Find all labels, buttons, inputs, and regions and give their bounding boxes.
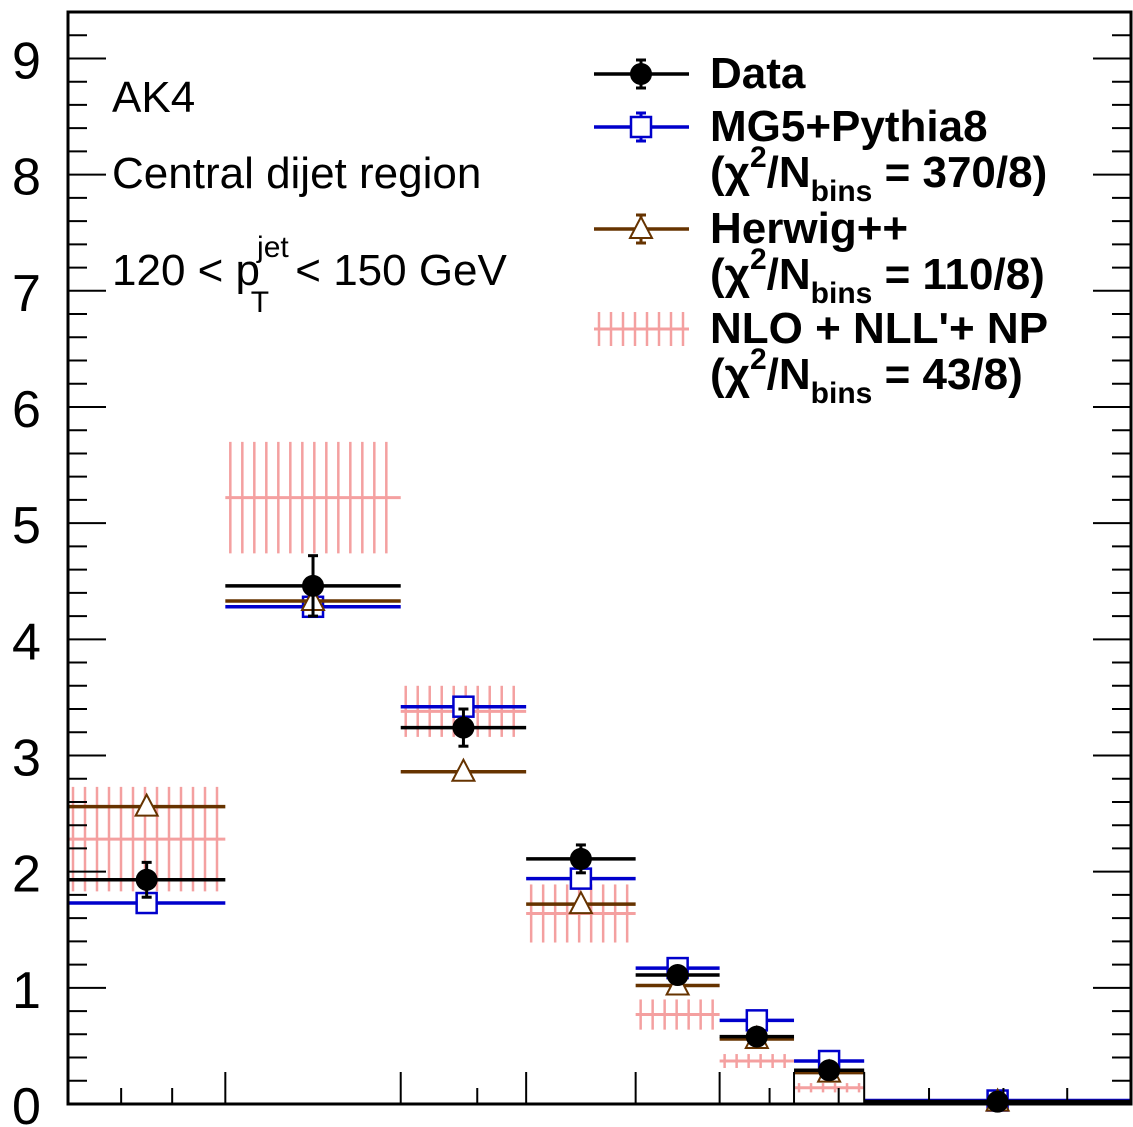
legend-chi2-part: 2 xyxy=(750,343,767,376)
y-tick-label: 1 xyxy=(12,962,41,1020)
data-point-1 xyxy=(225,554,401,618)
data-marker xyxy=(569,847,592,870)
legend-chi2-part: = 110/8) xyxy=(872,250,1044,299)
data-point-5 xyxy=(719,1025,795,1048)
band-bin-4 xyxy=(635,999,720,1030)
legend-chi2-part: bins xyxy=(811,175,873,208)
annotation-block: AK4 Central dijet region 120 < pjet T < 1… xyxy=(112,73,508,319)
legend-chi2-part: (χ xyxy=(710,250,751,299)
legend-entry-nlo: NLO + NLL'+ NP(χ2/Nbins = 43/8) xyxy=(594,304,1048,410)
legend-label-mg5: MG5+Pythia8 xyxy=(710,102,988,151)
data-point-4 xyxy=(635,964,720,987)
legend-swatch-band xyxy=(594,312,689,346)
data-marker xyxy=(745,1025,768,1048)
mg5-point-5 xyxy=(719,1009,795,1032)
series-markers xyxy=(68,554,1131,1113)
annotation-pt-sup: jet xyxy=(256,231,289,264)
axes xyxy=(66,10,1133,1106)
legend-chi2-part: = 370/8) xyxy=(872,148,1047,197)
annotation-region: Central dijet region xyxy=(112,149,481,198)
legend-chi2-part: bins xyxy=(811,377,873,410)
data-marker xyxy=(818,1059,841,1082)
data-point-3 xyxy=(526,843,636,875)
y-tick-label: 6 xyxy=(12,381,41,439)
legend-entry-data: Data xyxy=(594,49,806,98)
annotation-pt-sub: T xyxy=(251,286,269,319)
plot-frame xyxy=(66,10,1133,1106)
legend-chi2-part: /N xyxy=(767,148,811,197)
band-bin-1 xyxy=(225,441,401,554)
herwig-marker xyxy=(134,792,160,817)
legend-chi2-part: (χ xyxy=(710,350,751,399)
data-marker xyxy=(302,574,325,597)
y-tick-label: 3 xyxy=(12,729,41,787)
legend-chi2-herwig: (χ2/Nbins = 110/8) xyxy=(710,243,1045,310)
band-bin-6 xyxy=(794,1083,865,1093)
herwig-point-0 xyxy=(68,792,226,817)
data-marker xyxy=(986,1090,1009,1113)
data-point-2 xyxy=(400,707,527,748)
y-tick-label: 4 xyxy=(12,613,41,671)
y-tick-label: 0 xyxy=(12,1078,41,1127)
legend-entry-herwig: Herwig++(χ2/Nbins = 110/8) xyxy=(594,204,1045,310)
legend-chi2-part: /N xyxy=(767,250,811,299)
legend-chi2-part: 2 xyxy=(750,243,767,276)
uncertainty-bands xyxy=(68,441,1131,1105)
herwig-marker xyxy=(568,890,594,915)
legend-chi2-part: bins xyxy=(811,277,873,310)
data-point-0 xyxy=(68,860,226,899)
y-tick-label: 8 xyxy=(12,149,41,207)
annotation-pt-pre: 120 < p xyxy=(112,246,260,295)
annotation-pt-range: 120 < pjet T < 150 GeV xyxy=(112,231,508,319)
legend-label-herwig: Herwig++ xyxy=(710,204,908,253)
band-bin-5 xyxy=(719,1054,795,1068)
herwig-point-2 xyxy=(400,757,527,782)
data-point-7 xyxy=(864,1090,1131,1113)
data-point-6 xyxy=(794,1059,865,1082)
legend-entry-mg5: MG5+Pythia8(χ2/Nbins = 370/8) xyxy=(594,102,1047,208)
legend-chi2-part: /N xyxy=(767,350,811,399)
herwig-marker xyxy=(450,757,477,782)
band-bin-0 xyxy=(68,786,226,892)
legend-chi2-part: = 43/8) xyxy=(872,350,1022,399)
legend-chi2-part: (χ xyxy=(710,148,751,197)
herwig-point-3 xyxy=(526,890,636,915)
legend-swatch-marker xyxy=(628,214,654,239)
legend-chi2-part: 2 xyxy=(750,141,767,174)
data-marker xyxy=(452,716,475,739)
data-marker xyxy=(135,868,158,891)
y-tick-label: 9 xyxy=(12,32,41,90)
y-tick-labels: 0 1 2 3 4 5 6 7 8 9 xyxy=(12,32,41,1127)
legend-swatch-marker xyxy=(630,63,652,85)
legend-chi2-nlo: (χ2/Nbins = 43/8) xyxy=(710,343,1023,410)
y-tick-label: 7 xyxy=(12,265,41,323)
legend-swatch-marker xyxy=(629,115,653,139)
annotation-jet-algorithm: AK4 xyxy=(112,73,195,122)
y-tick-label: 2 xyxy=(12,846,41,904)
data-marker xyxy=(666,964,689,987)
y-tick-label: 5 xyxy=(12,497,41,555)
legend-chi2-mg5: (χ2/Nbins = 370/8) xyxy=(710,141,1047,208)
legend-label-nlo: NLO + NLL'+ NP xyxy=(710,304,1048,353)
legend-label-data: Data xyxy=(710,49,806,98)
annotation-pt-post: < 150 GeV xyxy=(283,246,507,295)
